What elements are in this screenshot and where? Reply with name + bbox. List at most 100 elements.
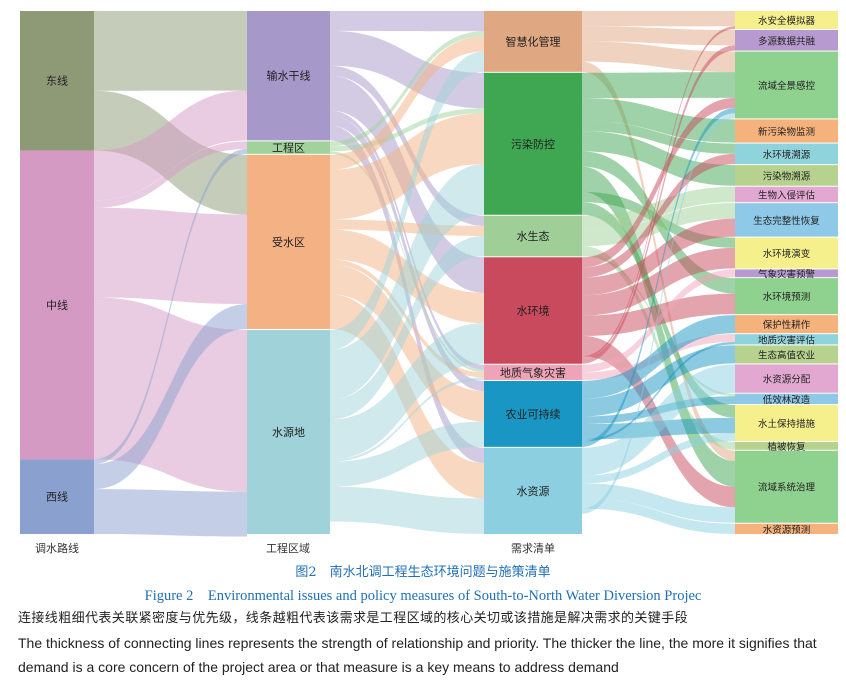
node-label-source: 水源地	[272, 425, 305, 439]
node-m17	[735, 405, 838, 441]
link-smart-m1	[582, 11, 735, 27]
node-label-m4: 新污染物监测	[758, 126, 815, 138]
axis-label-routes: 调水路线	[35, 541, 79, 555]
node-label-m20: 水资源预测	[763, 524, 811, 536]
node-m15	[735, 364, 838, 393]
node-m16	[735, 393, 838, 404]
node-label-ecology: 水生态	[517, 229, 550, 243]
link-source-resources	[330, 486, 484, 534]
node-label-m16: 低效林改造	[763, 394, 811, 406]
link-east-trunk	[94, 11, 247, 91]
sankey-links	[94, 11, 735, 537]
figure-note-en: The thickness of connecting lines repres…	[18, 635, 817, 675]
figure-caption-zh: 图2 南水北调工程生态环境问题与施策清单	[295, 565, 551, 580]
link-resources-m3	[582, 113, 735, 514]
link-source-smart	[330, 51, 484, 350]
node-middle	[20, 150, 94, 460]
node-label-m12: 保护性耕作	[763, 319, 811, 331]
node-smart	[484, 11, 582, 72]
link-hazard-m10	[582, 269, 735, 373]
node-label-m18: 植被恢复	[767, 441, 806, 453]
link-ecology-m8	[582, 203, 735, 247]
node-m20	[735, 523, 838, 534]
node-m18	[735, 442, 838, 450]
node-waterenv	[484, 257, 582, 364]
node-label-recv: 受水区	[272, 236, 305, 249]
link-source-pollution	[330, 164, 484, 400]
link-trunk-hazard	[330, 110, 484, 370]
link-resources-m17	[582, 433, 735, 484]
node-label-m10: 气象灾害预警	[758, 268, 816, 280]
link-agri-m13	[582, 341, 735, 442]
link-trunk-smart	[330, 11, 484, 32]
node-label-east: 东线	[46, 74, 68, 88]
node-m4	[735, 119, 838, 143]
node-label-hazard: 地质气象灾害	[500, 365, 566, 379]
node-label-waterenv: 水环境	[517, 304, 550, 318]
link-middle-eng	[94, 141, 247, 208]
node-label-m7: 生物入侵评估	[758, 189, 816, 201]
link-waterenv-m3	[582, 97, 735, 268]
link-resources-m19	[582, 483, 735, 523]
link-source-ecology	[330, 236, 484, 420]
node-label-m1: 水安全模拟器	[758, 15, 816, 27]
node-trunk	[247, 11, 330, 141]
link-pollution-m3	[582, 72, 735, 99]
node-m1	[735, 11, 838, 29]
node-source	[247, 329, 330, 534]
figure-caption-en: Figure 2 Environmental issues and policy…	[144, 588, 702, 604]
node-recv	[247, 154, 330, 329]
node-label-m17: 水土保持措施	[758, 418, 816, 430]
node-label-trunk: 输水干线	[267, 69, 311, 83]
link-trunk-agri	[330, 115, 484, 392]
node-label-eng: 工程区	[272, 142, 305, 155]
link-agri-m12	[582, 315, 735, 399]
link-waterenv-m9	[582, 247, 735, 316]
link-smart-m3	[582, 41, 735, 73]
node-label-m14: 生态高值农业	[758, 349, 815, 361]
link-recv-smart	[330, 36, 484, 170]
node-m12	[735, 315, 838, 334]
node-m7	[735, 186, 838, 203]
node-label-west: 西线	[46, 490, 68, 504]
node-resources	[484, 447, 582, 534]
node-label-middle: 中线	[46, 298, 68, 312]
link-ecology-m16	[582, 253, 735, 397]
link-pollution-m19	[582, 166, 735, 487]
link-ecology-m18	[582, 246, 735, 450]
link-source-waterenv	[330, 323, 484, 460]
link-west-source	[94, 489, 247, 537]
link-pollution-m4	[582, 98, 735, 143]
node-label-m5: 水环境溯源	[763, 149, 811, 161]
node-label-smart: 智慧化管理	[506, 34, 561, 48]
node-ecology	[484, 215, 582, 257]
link-source-hazard	[330, 377, 484, 462]
node-label-m19: 流域系统治理	[758, 482, 816, 494]
node-label-m6: 污染物溯源	[763, 170, 811, 182]
link-source-agri	[330, 421, 484, 487]
link-west-eng	[94, 148, 247, 465]
link-agri-m3	[582, 108, 735, 447]
link-eng-pollution	[330, 108, 484, 152]
node-m14	[735, 345, 838, 364]
node-m2	[735, 30, 838, 51]
figure-note-zh: 连接线粗细代表关联紧密度与优先级，线条越粗代表该需求是工程区域的核心关切或该措施…	[18, 611, 689, 626]
link-eng-smart	[330, 31, 484, 147]
node-east	[20, 11, 94, 151]
node-label-m13: 地质灾害评估	[758, 334, 816, 346]
link-waterenv-m2	[582, 45, 735, 364]
node-hazard	[484, 364, 582, 380]
link-west-recv	[94, 304, 247, 490]
link-waterenv-m1	[582, 26, 735, 359]
node-m13	[735, 334, 838, 345]
link-ecology-m7	[582, 186, 735, 231]
link-waterenv-m8	[582, 218, 735, 296]
node-eng	[247, 141, 330, 154]
node-m8	[735, 203, 838, 237]
link-middle-trunk	[94, 90, 247, 201]
node-label-m3: 流域全景感控	[758, 80, 816, 92]
link-agri-m14	[582, 345, 735, 417]
node-label-pollution: 污染防控	[511, 137, 555, 151]
